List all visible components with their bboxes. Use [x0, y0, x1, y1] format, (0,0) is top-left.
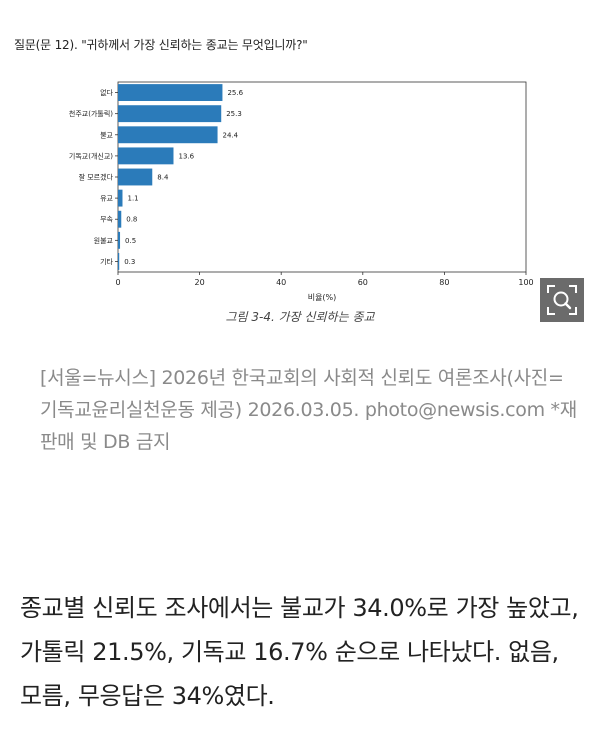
y-tick-label: 천주교(가톨릭) [69, 109, 113, 118]
x-tick-label: 20 [195, 278, 205, 287]
bar-value-label: 24.4 [223, 131, 239, 139]
x-tick-label: 60 [358, 278, 368, 287]
bar-7 [118, 231, 121, 249]
bar-4 [118, 168, 153, 186]
photo-credit: [서울=뉴시스] 2026년 한국교회의 사회적 신뢰도 여론조사(사진=기독교… [40, 367, 577, 453]
bar-value-label: 0.8 [126, 216, 137, 224]
y-tick-label: 기타 [100, 257, 113, 266]
bar-value-label: 25.3 [226, 110, 242, 118]
bar-1 [118, 105, 222, 123]
y-tick-label: 유교 [100, 195, 113, 203]
y-tick-label: 잘 모르겠다 [79, 173, 114, 182]
x-tick-label: 80 [439, 278, 449, 287]
x-tick-label: 100 [518, 278, 533, 287]
x-axis-label: 비율(%) [308, 293, 337, 302]
y-tick-label: 없다 [100, 88, 113, 97]
survey-question: 질문(문 12). "귀하께서 가장 신뢰하는 종교는 무엇입니까?" [14, 38, 308, 52]
bar-value-label: 0.3 [124, 258, 135, 266]
x-tick-label: 40 [276, 278, 286, 287]
bar-value-label: 8.4 [157, 174, 169, 182]
zoom-button[interactable] [540, 278, 584, 322]
bar-value-label: 1.1 [127, 195, 138, 203]
bar-value-label: 25.6 [227, 89, 243, 97]
bar-5 [118, 189, 123, 207]
bar-value-label: 0.5 [125, 237, 136, 245]
bar-8 [118, 253, 120, 270]
y-tick-label: 무속 [100, 216, 113, 224]
bar-0 [118, 84, 223, 101]
y-tick-label: 원불교 [94, 236, 114, 245]
bar-value-label: 13.6 [178, 152, 194, 160]
search-zoom-icon [547, 285, 577, 315]
y-tick-label: 기독교(개신교) [69, 151, 113, 160]
bar-3 [118, 147, 174, 165]
bar-6 [118, 210, 122, 228]
figure-caption: 그림 3-4. 가장 신뢰하는 종교 [225, 310, 375, 324]
y-tick-label: 불교 [100, 130, 113, 139]
article-paragraph: 종교별 신뢰도 조사에서는 불교가 34.0%로 가장 높았고, 가톨릭 21.… [20, 594, 579, 710]
x-tick-label: 0 [115, 278, 120, 287]
bar-2 [118, 126, 218, 144]
